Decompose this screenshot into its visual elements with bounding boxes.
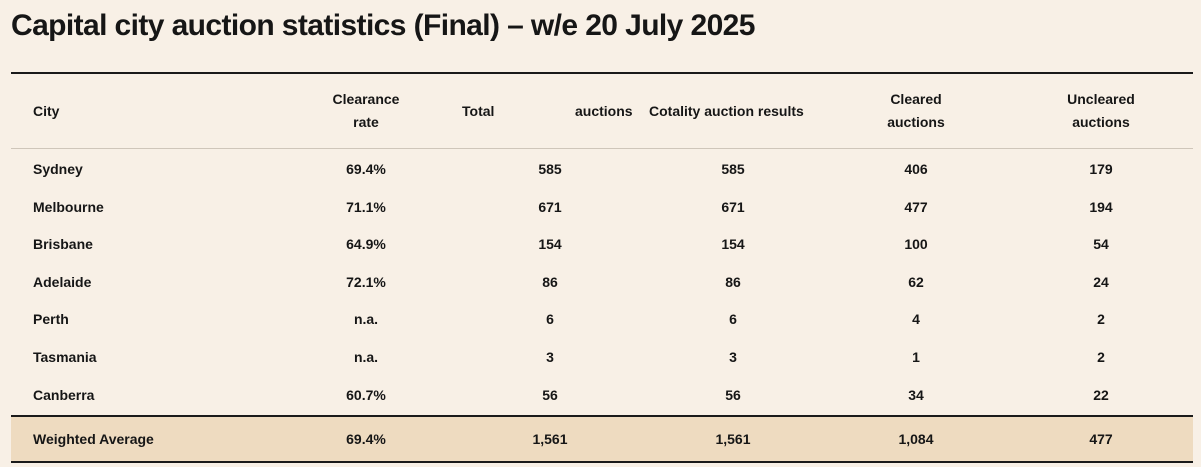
page-title: Capital city auction statistics (Final) …	[11, 9, 755, 42]
cell-total-auctions: 1,561	[532, 431, 568, 448]
table-total-rule	[11, 415, 1193, 418]
cell-cleared: 1,084	[898, 431, 934, 448]
table-row: Canberra 60.7% 56 56 34 22	[11, 377, 1193, 415]
cell-city: Tasmania	[33, 348, 97, 365]
header-clearance-line2: rate	[353, 114, 379, 130]
table-row: Tasmania n.a. 3 3 1 2	[11, 339, 1193, 377]
cell-uncleared: 24	[1093, 273, 1109, 290]
cell-uncleared: 2	[1097, 348, 1105, 365]
cell-uncleared: 22	[1093, 386, 1109, 403]
header-uncleared-line1: Uncleared	[1067, 91, 1135, 107]
cell-cotality-results: 585	[721, 161, 745, 177]
header-cotality-results: Cotality auction results	[649, 103, 804, 119]
cell-total-auctions: 585	[538, 161, 562, 177]
cell-total-auctions: 56	[542, 386, 558, 403]
cell-cleared: 477	[904, 198, 928, 215]
table-row: Sydney 69.4% 585 585 406 179	[11, 151, 1193, 189]
cell-cotality-results: 671	[721, 198, 745, 215]
cell-city: Canberra	[33, 386, 95, 403]
cell-cotality-results: 154	[721, 236, 745, 253]
table-header: City Clearance rate Total auctions Cotal…	[11, 74, 1193, 149]
cell-total-auctions: 6	[546, 311, 554, 328]
table-row: Melbourne 71.1% 671 671 477 194	[11, 189, 1193, 227]
cell-clearance-rate: 72.1%	[346, 273, 386, 290]
cell-clearance-rate: 69.4%	[346, 161, 386, 177]
cell-cotality-results: 3	[729, 348, 737, 365]
cell-uncleared: 194	[1089, 198, 1113, 215]
header-total: Total	[462, 103, 495, 119]
cell-cleared: 1	[912, 348, 920, 365]
header-clearance-rate: Clearance rate	[329, 88, 403, 134]
cell-total-auctions: 154	[538, 236, 562, 253]
cell-city: Brisbane	[33, 236, 93, 253]
cell-clearance-rate: n.a.	[353, 348, 379, 365]
table-row: Adelaide 72.1% 86 86 62 24	[11, 264, 1193, 302]
cell-cotality-results: 1,561	[715, 431, 751, 448]
cell-cleared: 100	[904, 236, 928, 253]
table-body: Sydney 69.4% 585 585 406 179 Melbourne 7…	[11, 149, 1193, 414]
cell-clearance-rate: n.a.	[353, 311, 379, 328]
cell-cotality-results: 6	[729, 311, 737, 328]
cell-cleared: 406	[904, 161, 928, 177]
cell-city: Sydney	[33, 161, 83, 177]
cell-city: Perth	[33, 311, 69, 328]
table-top-rule	[11, 72, 1193, 74]
cell-cleared: 4	[912, 311, 920, 328]
cell-clearance-rate: 69.4%	[346, 431, 386, 448]
header-auctions: auctions	[575, 103, 633, 119]
table-row: Perth n.a. 6 6 4 2	[11, 301, 1193, 339]
cell-clearance-rate: 71.1%	[346, 198, 386, 215]
header-uncleared-auctions: Uncleared auctions	[1063, 88, 1139, 134]
cell-cleared: 62	[908, 273, 924, 290]
cell-clearance-rate: 60.7%	[346, 386, 386, 403]
cell-total-auctions: 3	[546, 348, 554, 365]
header-cleared-line1: Cleared	[890, 91, 942, 107]
cell-total-auctions: 86	[542, 273, 558, 290]
weighted-average-row: Weighted Average 69.4% 1,561 1,561 1,084…	[11, 417, 1193, 462]
table-row: Brisbane 64.9% 154 154 100 54	[11, 226, 1193, 264]
cell-city: Adelaide	[33, 273, 92, 290]
header-cleared-line2: auctions	[887, 114, 945, 130]
cell-uncleared: 54	[1093, 236, 1109, 253]
cell-uncleared: 2	[1097, 311, 1105, 328]
cell-city: Melbourne	[33, 198, 104, 215]
cell-total-auctions: 671	[538, 198, 562, 215]
header-city: City	[33, 103, 60, 119]
cell-uncleared: 477	[1089, 431, 1113, 448]
header-clearance-line1: Clearance	[332, 91, 400, 107]
header-uncleared-line2: auctions	[1072, 114, 1130, 130]
cell-clearance-rate: 64.9%	[346, 236, 386, 253]
cell-uncleared: 179	[1089, 161, 1113, 177]
cell-city: Weighted Average	[33, 431, 154, 448]
auction-stats-table: City Clearance rate Total auctions Cotal…	[11, 72, 1193, 464]
table-bottom-rule	[11, 461, 1193, 464]
header-cleared-auctions: Cleared auctions	[877, 88, 955, 134]
cell-cotality-results: 56	[725, 386, 741, 403]
cell-cleared: 34	[908, 386, 924, 403]
cell-cotality-results: 86	[725, 273, 741, 290]
